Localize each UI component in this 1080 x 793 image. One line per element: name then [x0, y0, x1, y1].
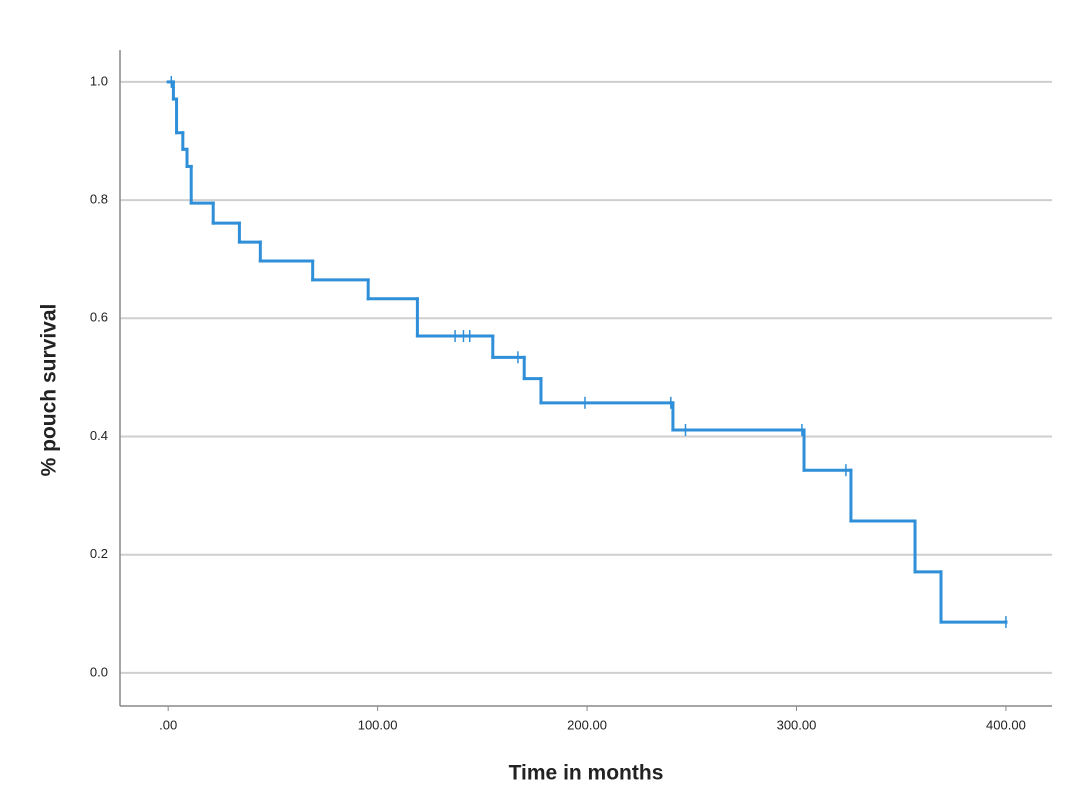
x-tick-label: 300.00: [777, 717, 817, 732]
y-tick-label: 1.0: [90, 73, 108, 88]
x-tick-label: .00: [159, 717, 177, 732]
y-tick-label: 0.4: [90, 428, 108, 443]
y-tick-label: 0.6: [90, 310, 108, 325]
x-tick-label: 100.00: [358, 717, 398, 732]
x-tick-label: 200.00: [567, 717, 607, 732]
y-axis-title: % pouch survival: [38, 304, 61, 477]
y-tick-label: 0.2: [90, 546, 108, 561]
y-tick-label: 0.0: [90, 664, 108, 679]
x-tick-label: 400.00: [986, 717, 1026, 732]
x-axis-title: Time in months: [509, 762, 664, 785]
y-tick-label: 0.8: [90, 192, 108, 207]
